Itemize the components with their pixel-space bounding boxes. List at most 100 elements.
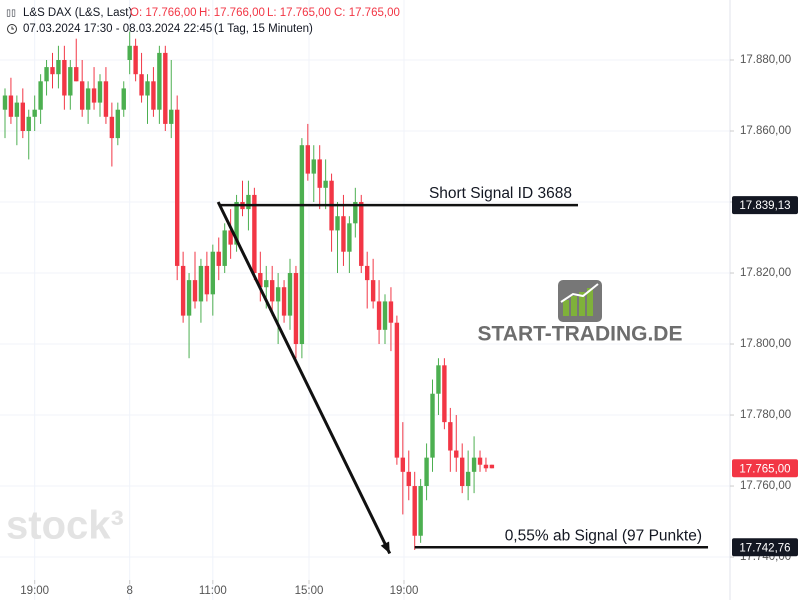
candle-body: [163, 52, 168, 124]
candle-body: [103, 81, 109, 117]
y-tick-label: 17.780,00: [740, 409, 791, 421]
annotation-text: Short Signal ID 3688: [429, 185, 572, 202]
candle-body: [442, 365, 447, 423]
candle-body: [109, 116, 115, 139]
candle-body: [400, 457, 406, 472]
candle-body: [418, 486, 423, 536]
clock-hands: [11, 26, 14, 30]
candle-body: [477, 457, 483, 465]
watermark-start-trading: START-TRADING.DE: [478, 323, 683, 346]
candle-body: [121, 88, 126, 110]
candle-body: [412, 486, 417, 536]
candle-body: [8, 95, 14, 117]
candle-body: [347, 223, 352, 252]
candle-body: [151, 81, 156, 110]
candle-body: [210, 251, 216, 295]
price-label: 17.765,00: [739, 463, 790, 475]
price-label-box: [732, 196, 798, 215]
arrow-head: [380, 541, 390, 554]
candle-body: [287, 273, 293, 316]
price-label: 17.839,13: [739, 200, 790, 212]
candle-body: [2, 95, 8, 110]
candle-body: [275, 287, 281, 302]
x-tick-label: 15:00: [295, 585, 324, 597]
candle-body: [157, 52, 162, 110]
candle-body: [44, 67, 49, 82]
candle-body: [353, 202, 358, 224]
candle-body: [133, 45, 138, 75]
start-trading-logo: [558, 280, 602, 322]
candle-body: [91, 88, 97, 103]
candle-body: [174, 109, 180, 266]
candle-body: [180, 265, 186, 316]
candle-body: [246, 194, 251, 210]
candle-body: [359, 202, 364, 266]
candle-body: [139, 74, 144, 96]
candle-body: [38, 81, 43, 110]
candle-body: [335, 216, 340, 231]
candle-body: [234, 202, 239, 245]
candle-body: [394, 322, 400, 458]
ohlc-low: L: 17.765,00: [267, 7, 331, 19]
x-tick-label: 19:00: [390, 585, 419, 597]
period: (1 Tag, 15 Minuten): [214, 23, 313, 35]
candle-body: [14, 102, 20, 117]
candle-body: [74, 67, 79, 82]
candle-body: [305, 145, 311, 174]
candle-body: [341, 216, 346, 252]
candle-body: [216, 251, 221, 266]
candle-body: [269, 280, 275, 302]
candle-body: [32, 109, 37, 117]
candle-body: [293, 273, 299, 345]
candle-body: [471, 457, 477, 472]
candle-body: [26, 116, 31, 132]
candle-body: [62, 60, 67, 96]
annotations: Short Signal ID 3688 0,55% ab Signal (97 …: [216, 185, 709, 555]
bar-icon: ▯▯: [6, 7, 16, 17]
ohlc-high: H: 17.766,00: [199, 7, 265, 19]
candle-body: [281, 287, 287, 316]
axes: 17.740,0017.760,0017.780,0017.800,0017.8…: [20, 54, 798, 597]
candle-body: [68, 67, 73, 96]
candle-body: [222, 230, 227, 266]
candle-body: [448, 422, 453, 451]
ohlc-close: C: 17.765,00: [334, 7, 400, 19]
y-tick-label: 17.800,00: [740, 338, 791, 350]
candle-body: [370, 280, 376, 302]
candle-body: [364, 265, 370, 281]
ohlc-open: O: 17.766,00: [130, 7, 197, 19]
candle-body: [436, 365, 441, 394]
candle-body: [204, 265, 210, 295]
symbol: L&S DAX (L&S, Last): [23, 7, 132, 19]
candle-body: [382, 301, 388, 330]
annotation-text: 0,55% ab Signal (97 Punkte): [505, 527, 702, 544]
candle-body: [85, 88, 91, 110]
candle-body: [483, 464, 489, 469]
y-tick-label: 17.860,00: [740, 125, 791, 137]
candle-body: [460, 457, 465, 487]
clock-icon: [7, 24, 17, 34]
candle-body: [424, 457, 429, 487]
candle-body: [299, 145, 305, 345]
candle-body: [50, 67, 55, 75]
candle-body: [145, 81, 150, 96]
x-tick-label: 11:00: [199, 585, 227, 597]
candle-body: [430, 393, 435, 458]
candle-body: [465, 471, 471, 487]
candle-body: [317, 159, 322, 188]
x-tick-label: 8: [126, 585, 132, 597]
candle-body: [198, 265, 204, 302]
candle-body: [252, 194, 257, 274]
candle-body: [376, 301, 382, 330]
candle-body: [311, 159, 316, 174]
candle-body: [228, 230, 233, 245]
candle-body: [454, 450, 459, 458]
candle-body: [127, 45, 132, 60]
watermark-stock3: stock³: [6, 504, 124, 548]
arrow-line: [216, 201, 392, 555]
candle-body: [388, 301, 394, 323]
candle-body: [115, 109, 121, 139]
candle-body: [186, 280, 192, 316]
